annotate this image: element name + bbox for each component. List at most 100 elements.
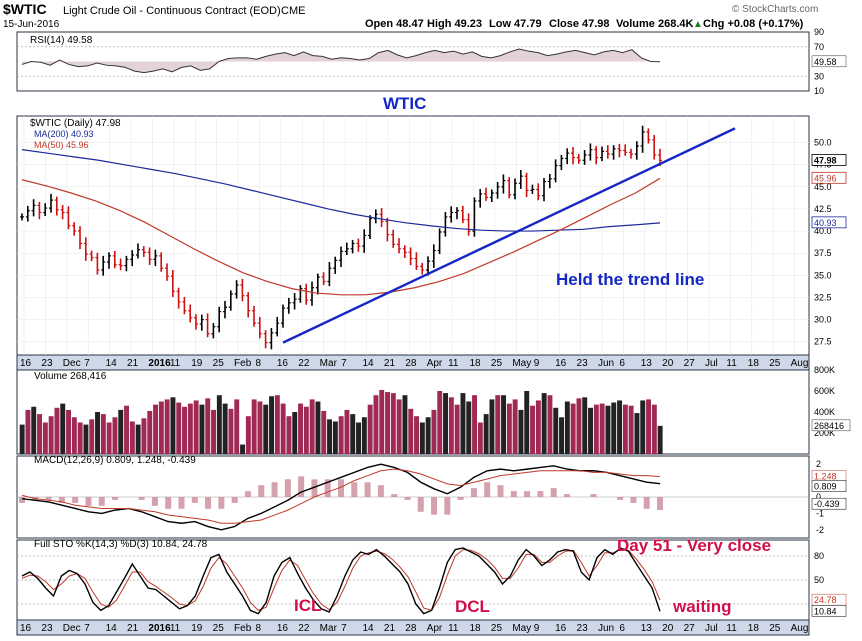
volume-bar [657,425,663,454]
annotation-waiting: waiting [672,597,732,616]
x-tick-label: 14 [362,358,374,369]
x-tick-label-bottom: 19 [191,623,203,634]
x-tick-label: 16 [20,358,32,369]
volume-bar [431,409,437,454]
x-tick-label: 8 [255,358,261,369]
macd-last-value: 1.248 [814,472,837,482]
price-last-value: 45.96 [814,173,837,183]
volume-bar [483,414,489,454]
volume-bar [106,422,112,454]
macd-hist-bar [218,497,225,509]
x-tick-label-bottom: Feb [234,623,252,634]
volume-bar [472,395,478,454]
volume-bar [651,404,657,454]
price-last-value: 47.98 [814,155,837,165]
volume-y-tick: 800K [814,365,835,375]
x-tick-label-bottom: 27 [684,623,696,634]
price-y-tick: 42.5 [814,204,832,214]
x-tick-label-bottom: Jun [598,623,614,634]
volume-bar [425,417,431,454]
macd-y-tick: 0 [816,492,821,502]
macd-hist-bar [258,485,265,497]
volume-bar [379,389,385,454]
macd-hist-bar [590,494,597,497]
volume-bar [83,424,89,454]
volume-bar [605,405,611,454]
volume-bar [309,399,315,454]
volume-bar [640,400,646,454]
ma200-line [21,149,661,232]
macd-hist-bar [404,497,411,500]
x-tick-label-bottom: 11 [448,623,459,634]
x-tick-label-bottom: 8 [255,623,261,634]
annotation-trendline-note: Held the trend line [556,270,704,289]
volume-bar [506,403,512,454]
ma50-line [21,177,661,296]
macd-hist-bar [524,491,531,497]
rsi-last-value-box [811,55,847,68]
rsi-legend: RSI(14) 49.58 [30,35,93,46]
x-tick-label-bottom: 14 [106,623,118,634]
macd-hist-bar [165,497,172,509]
ma200-legend: MA(200) 40.93 [34,129,94,139]
volume-last-value: 268416 [814,421,844,431]
volume-bar [118,409,124,454]
macd-hist-bar [85,497,92,506]
x-tick-label: 16 [277,358,289,369]
volume-bar [251,399,257,454]
volume-bar [303,406,309,454]
volume-bar [622,404,628,454]
stochastic-last-value-box [811,605,847,617]
panel-gap [0,91,862,116]
volume-bar [419,422,425,454]
volume-bar [71,417,77,454]
x-tick-label: 25 [213,358,225,369]
price-last-value-box [811,216,847,229]
change-arrow: ▲ [693,19,703,30]
volume-bar [112,417,118,454]
stochastic-legend: Full STO %K(14,3) %D(3) 10.84, 24.78 [34,539,208,550]
macd-y-tick: -2 [816,525,824,535]
volume-bar [216,395,222,454]
volume-bar [245,416,251,454]
volume-bar [37,414,43,454]
ohlc-bars [20,125,662,350]
macd-hist-bar [484,482,491,497]
price-y-tick: 32.5 [814,292,832,302]
macd-hist-bar [457,497,464,500]
volume-bar [448,397,454,454]
macd-hist-bar [470,488,477,497]
x-tick-label-bottom: 14 [362,623,374,634]
x-tick-label: 27 [684,358,696,369]
stochastic-k-line [21,547,661,615]
volume-bar [646,399,652,454]
x-tick-label-bottom: 11 [726,623,737,634]
rsi-y-tick: 90 [814,27,824,37]
x-tick-label-bottom: 18 [748,623,760,634]
volume-bar [164,399,170,454]
x-tick-label-bottom: 16 [277,623,289,634]
macd-hist-bar [537,491,544,497]
watermark: © StockCharts.com [732,4,818,15]
macd-hist-bar [338,479,344,497]
volume-bar [611,402,617,454]
volume-bar [147,410,153,454]
volume-bar [158,401,164,454]
high-value: High 49.23 [427,18,482,30]
volume-bar [257,401,263,454]
contract-name: Light Crude Oil - Continuous Contract (E… [63,5,281,17]
macd-hist-bar [311,479,318,497]
annotation-title: WTIC [383,94,426,113]
x-tick-label: 18 [470,358,482,369]
exchange-label: CME [281,5,305,17]
change-value: Chg +0.08 (+0.17%) [703,18,804,30]
macd-hist-bar [284,479,291,497]
macd-hist-bar [112,497,119,500]
x-tick-label: 6 [619,358,625,369]
x-tick-label-bottom: 11 [170,623,181,634]
x-tick-label: 13 [641,358,653,369]
price-y-tick: 30.0 [814,315,832,325]
x-tick-label-bottom: 25 [213,623,225,634]
volume-bar [54,407,60,454]
macd-hist-bar [364,482,371,497]
